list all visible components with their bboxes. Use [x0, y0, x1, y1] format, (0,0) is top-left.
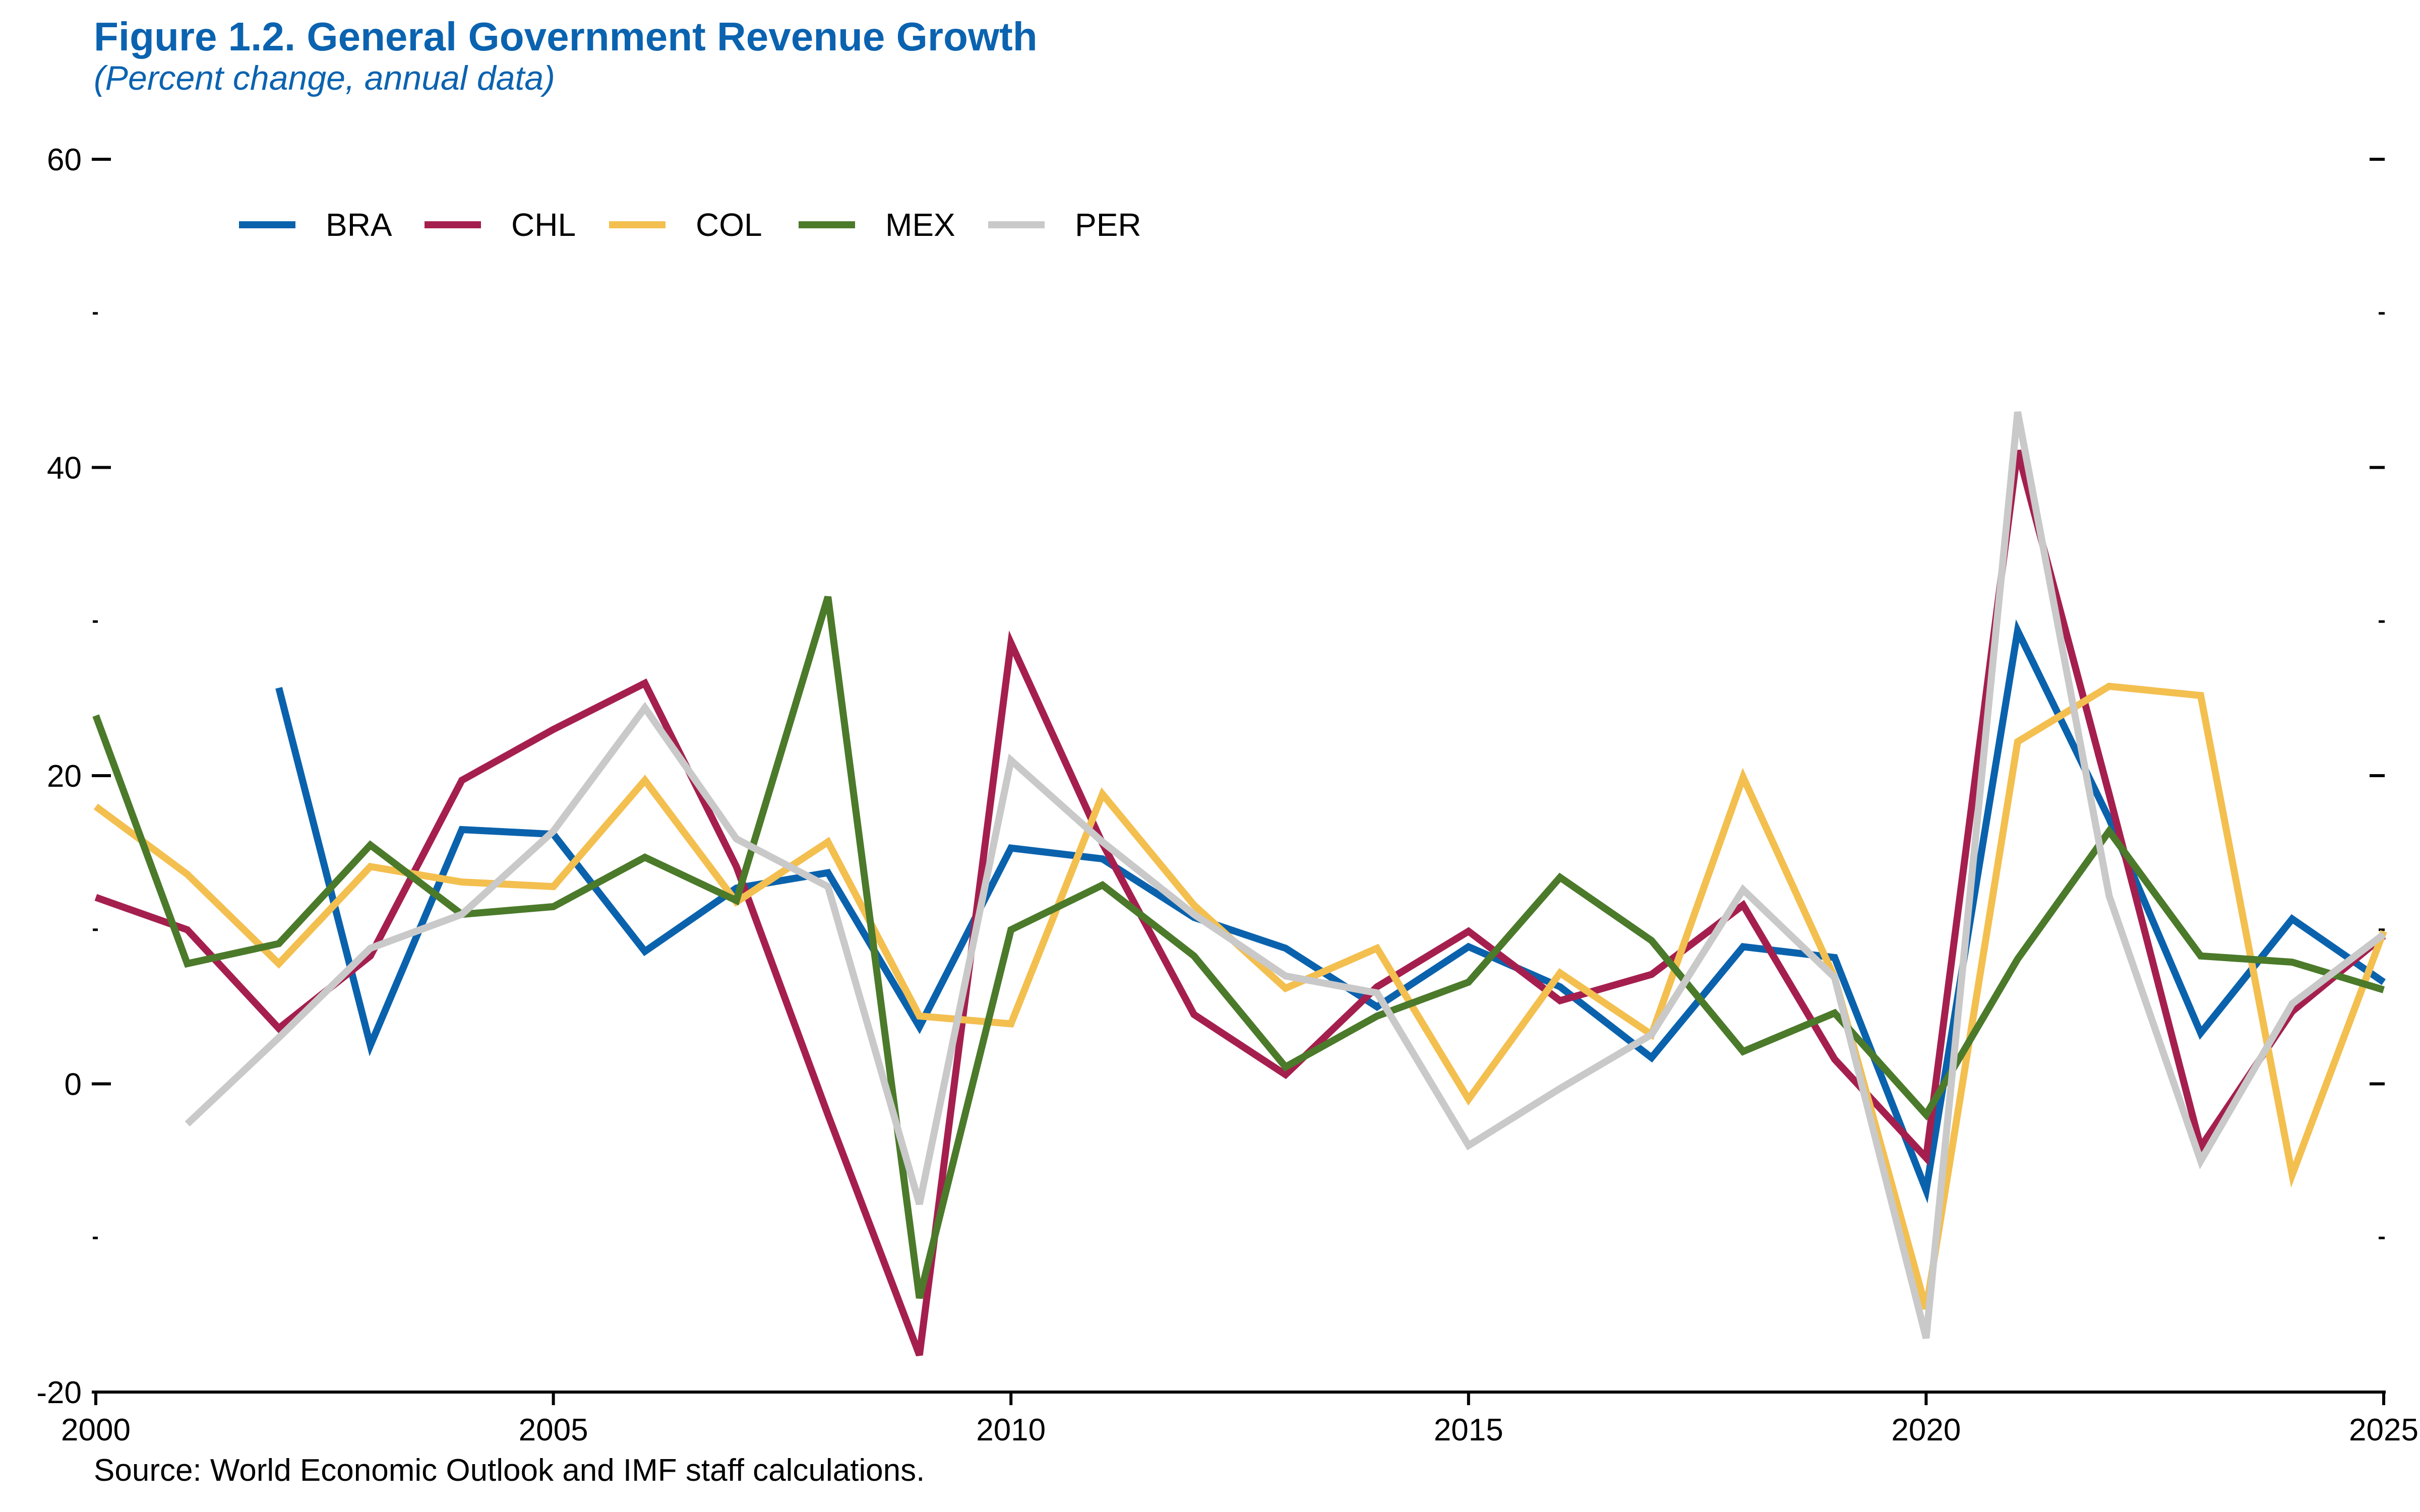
x-tick-label: 2020: [1891, 1413, 1961, 1447]
series-line-col: [93, 682, 2387, 1310]
legend: BRA CHL COL MEX PER: [239, 207, 1141, 243]
x-tick-label: 2015: [1434, 1413, 1503, 1447]
y-tick-label: -20: [36, 1375, 82, 1410]
series-line-mex: [92, 596, 2385, 1299]
x-tick-label: 2005: [519, 1413, 588, 1447]
legend-label-col: COL: [696, 207, 762, 243]
chart-subtitle: (Percent change, annual data): [94, 59, 555, 97]
legend-label-mex: MEX: [885, 207, 955, 243]
chart-title: Figure 1.2. General Government Revenue G…: [94, 14, 1038, 59]
legend-label-bra: BRA: [326, 207, 392, 243]
y-tick-label: 40: [47, 451, 82, 486]
x-tick-label: 2000: [61, 1413, 131, 1447]
x-tick-label: 2025: [2349, 1413, 2418, 1447]
legend-label-per: PER: [1075, 207, 1141, 243]
series-line-bra: [275, 619, 2386, 1204]
y-tick-label: 20: [47, 759, 82, 794]
series-line-chl: [94, 450, 2386, 1357]
y-tick-label: 0: [65, 1067, 82, 1102]
series-layer: [92, 411, 2387, 1357]
x-tick-label: 2010: [976, 1413, 1046, 1447]
legend-label-chl: CHL: [511, 207, 576, 243]
axes: 2000 2005 2010 2015 2020 2025 -20 0 20 40 60: [36, 143, 2418, 1447]
y-tick-label: 60: [47, 143, 82, 177]
source-note: Source: World Economic Outlook and IMF s…: [94, 1453, 925, 1488]
series-line-per: [185, 411, 2386, 1339]
